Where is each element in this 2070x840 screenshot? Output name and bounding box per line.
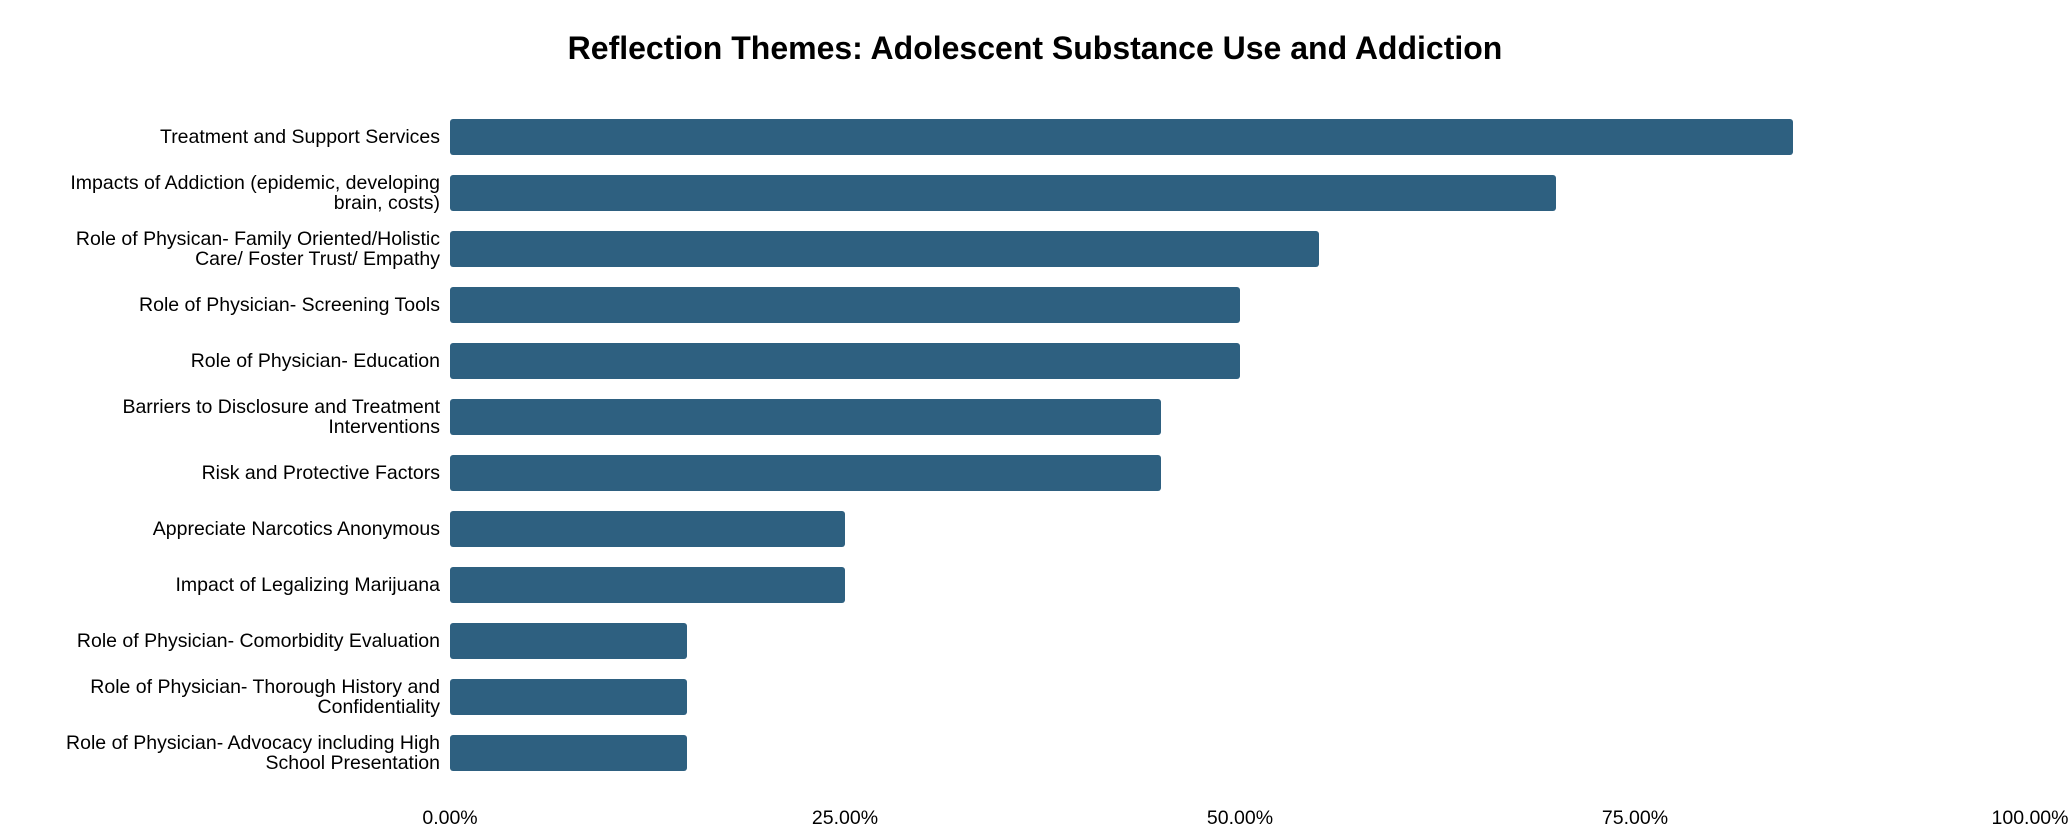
bar-10 [450,679,687,715]
bar-11 [450,735,687,771]
bar-1 [450,175,1556,211]
category-label-line: Role of Physician- Education [191,350,440,372]
category-label-line: Role of Physician- Comorbidity Evaluatio… [77,630,440,652]
category-label-1: Impacts of Addiction (epidemic, developi… [70,172,440,214]
category-label-line: Care/ Foster Trust/ Empathy [195,248,440,270]
category-label-line: Role of Physican- Family Oriented/Holist… [76,228,440,250]
category-label-2: Role of Physican- Family Oriented/Holist… [76,228,440,270]
category-label-line: Risk and Protective Factors [202,462,441,484]
category-label-line: Confidentiality [318,696,441,718]
category-label-line: Appreciate Narcotics Anonymous [153,518,440,540]
category-label-line: Role of Physician- Screening Tools [139,294,440,316]
bar-6 [450,455,1161,491]
bar-7 [450,511,845,547]
category-label-line: Role of Physician- Thorough History and [90,676,440,698]
category-label-line: Role of Physician- Advocacy including Hi… [66,732,440,754]
x-tick-label-4: 100.00% [1992,807,2069,829]
x-tick-label-0: 0.00% [422,807,477,829]
category-label-line: Interventions [328,416,440,438]
bar-2 [450,231,1319,267]
category-label-6: Risk and Protective Factors [202,462,441,484]
bar-3 [450,287,1240,323]
chart-title: Reflection Themes: Adolescent Substance … [567,30,1503,66]
bar-4 [450,343,1240,379]
x-tick-label-2: 50.00% [1207,807,1273,829]
category-label-7: Appreciate Narcotics Anonymous [153,518,440,540]
category-label-line: brain, costs) [334,192,440,214]
bar-8 [450,567,845,603]
category-label-11: Role of Physician- Advocacy including Hi… [66,732,440,774]
category-label-3: Role of Physician- Screening Tools [139,294,440,316]
category-label-8: Impact of Legalizing Marijuana [176,574,441,596]
category-label-line: School Presentation [265,752,440,774]
category-label-9: Role of Physician- Comorbidity Evaluatio… [77,630,440,652]
category-label-4: Role of Physician- Education [191,350,440,372]
category-label-line: Barriers to Disclosure and Treatment [122,396,440,418]
category-label-5: Barriers to Disclosure and Treatment Inte… [122,396,440,438]
category-label-line: Impact of Legalizing Marijuana [176,574,441,596]
bar-0 [450,119,1793,155]
bar-5 [450,399,1161,435]
category-label-line: Impacts of Addiction (epidemic, developi… [70,172,440,194]
category-label-0: Treatment and Support Services [160,126,440,148]
category-label-line: Treatment and Support Services [160,126,440,148]
x-tick-label-3: 75.00% [1602,807,1668,829]
x-tick-label-1: 25.00% [812,807,878,829]
category-label-10: Role of Physician- Thorough History and C… [90,676,440,718]
bar-9 [450,623,687,659]
